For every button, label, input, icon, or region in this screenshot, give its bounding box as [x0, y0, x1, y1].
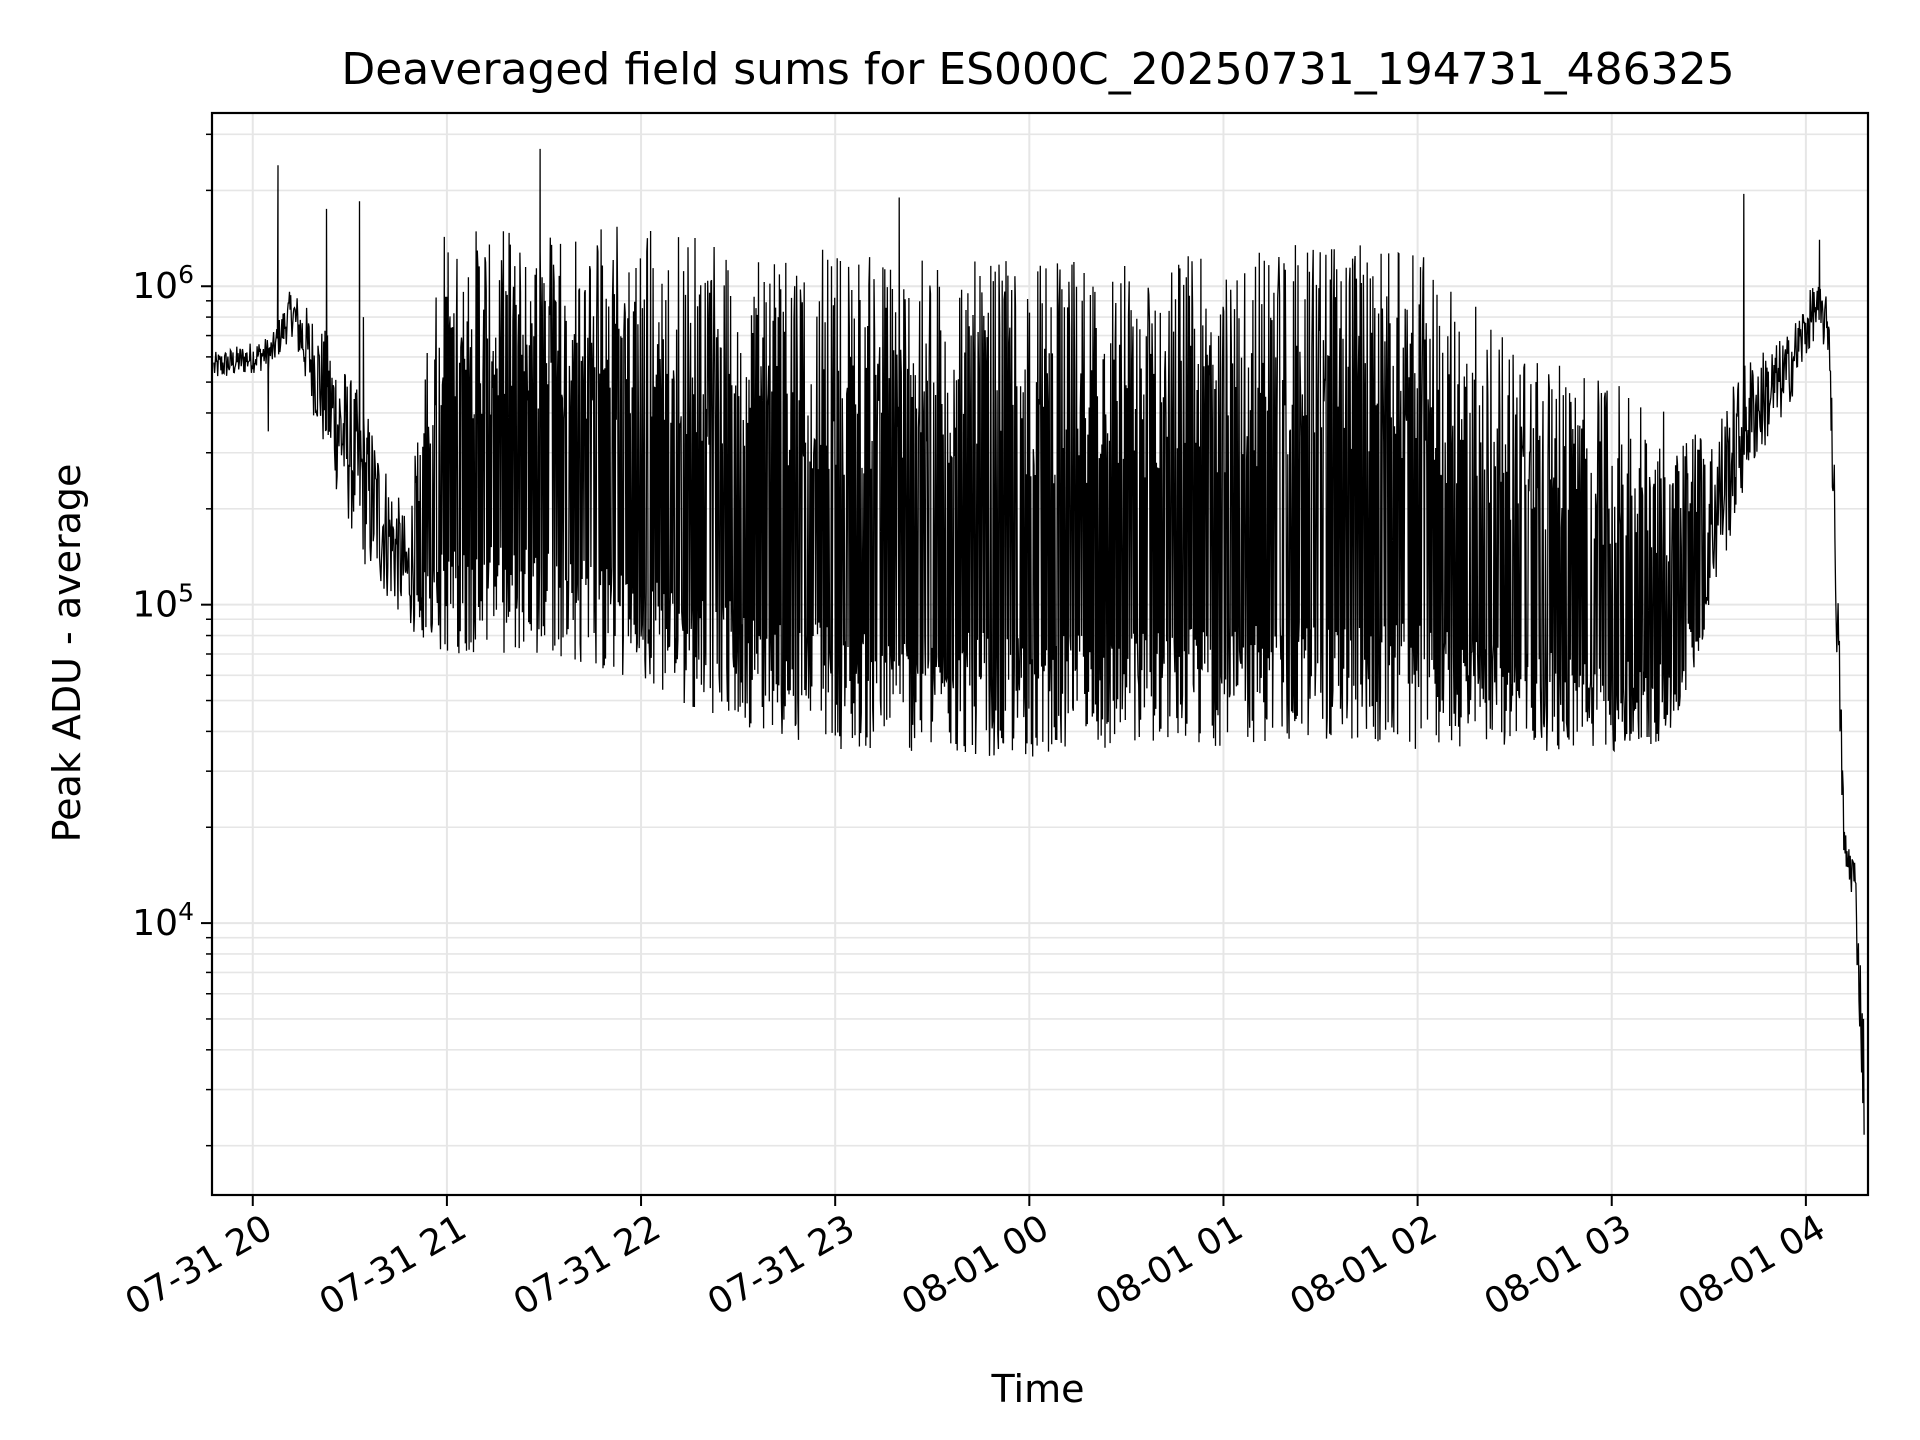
series-line — [213, 148, 1865, 1135]
y-tick-base: 10 — [132, 266, 178, 307]
x-axis-label: Time — [991, 1367, 1085, 1411]
y-tick-base: 10 — [132, 585, 178, 626]
y-tick-label: 106 — [132, 260, 194, 307]
y-tick-exponent: 5 — [178, 579, 194, 608]
chart-title: Deaveraged field sums for ES000C_2025073… — [341, 44, 1734, 95]
y-axis-label: Peak ADU - average — [45, 464, 89, 843]
y-tick-base: 10 — [132, 903, 178, 944]
y-tick-exponent: 4 — [178, 897, 194, 926]
y-tick-label: 105 — [132, 579, 194, 626]
y-tick-exponent: 6 — [178, 260, 194, 289]
y-tick-label: 104 — [132, 897, 194, 944]
series-time-series — [213, 148, 1865, 1135]
